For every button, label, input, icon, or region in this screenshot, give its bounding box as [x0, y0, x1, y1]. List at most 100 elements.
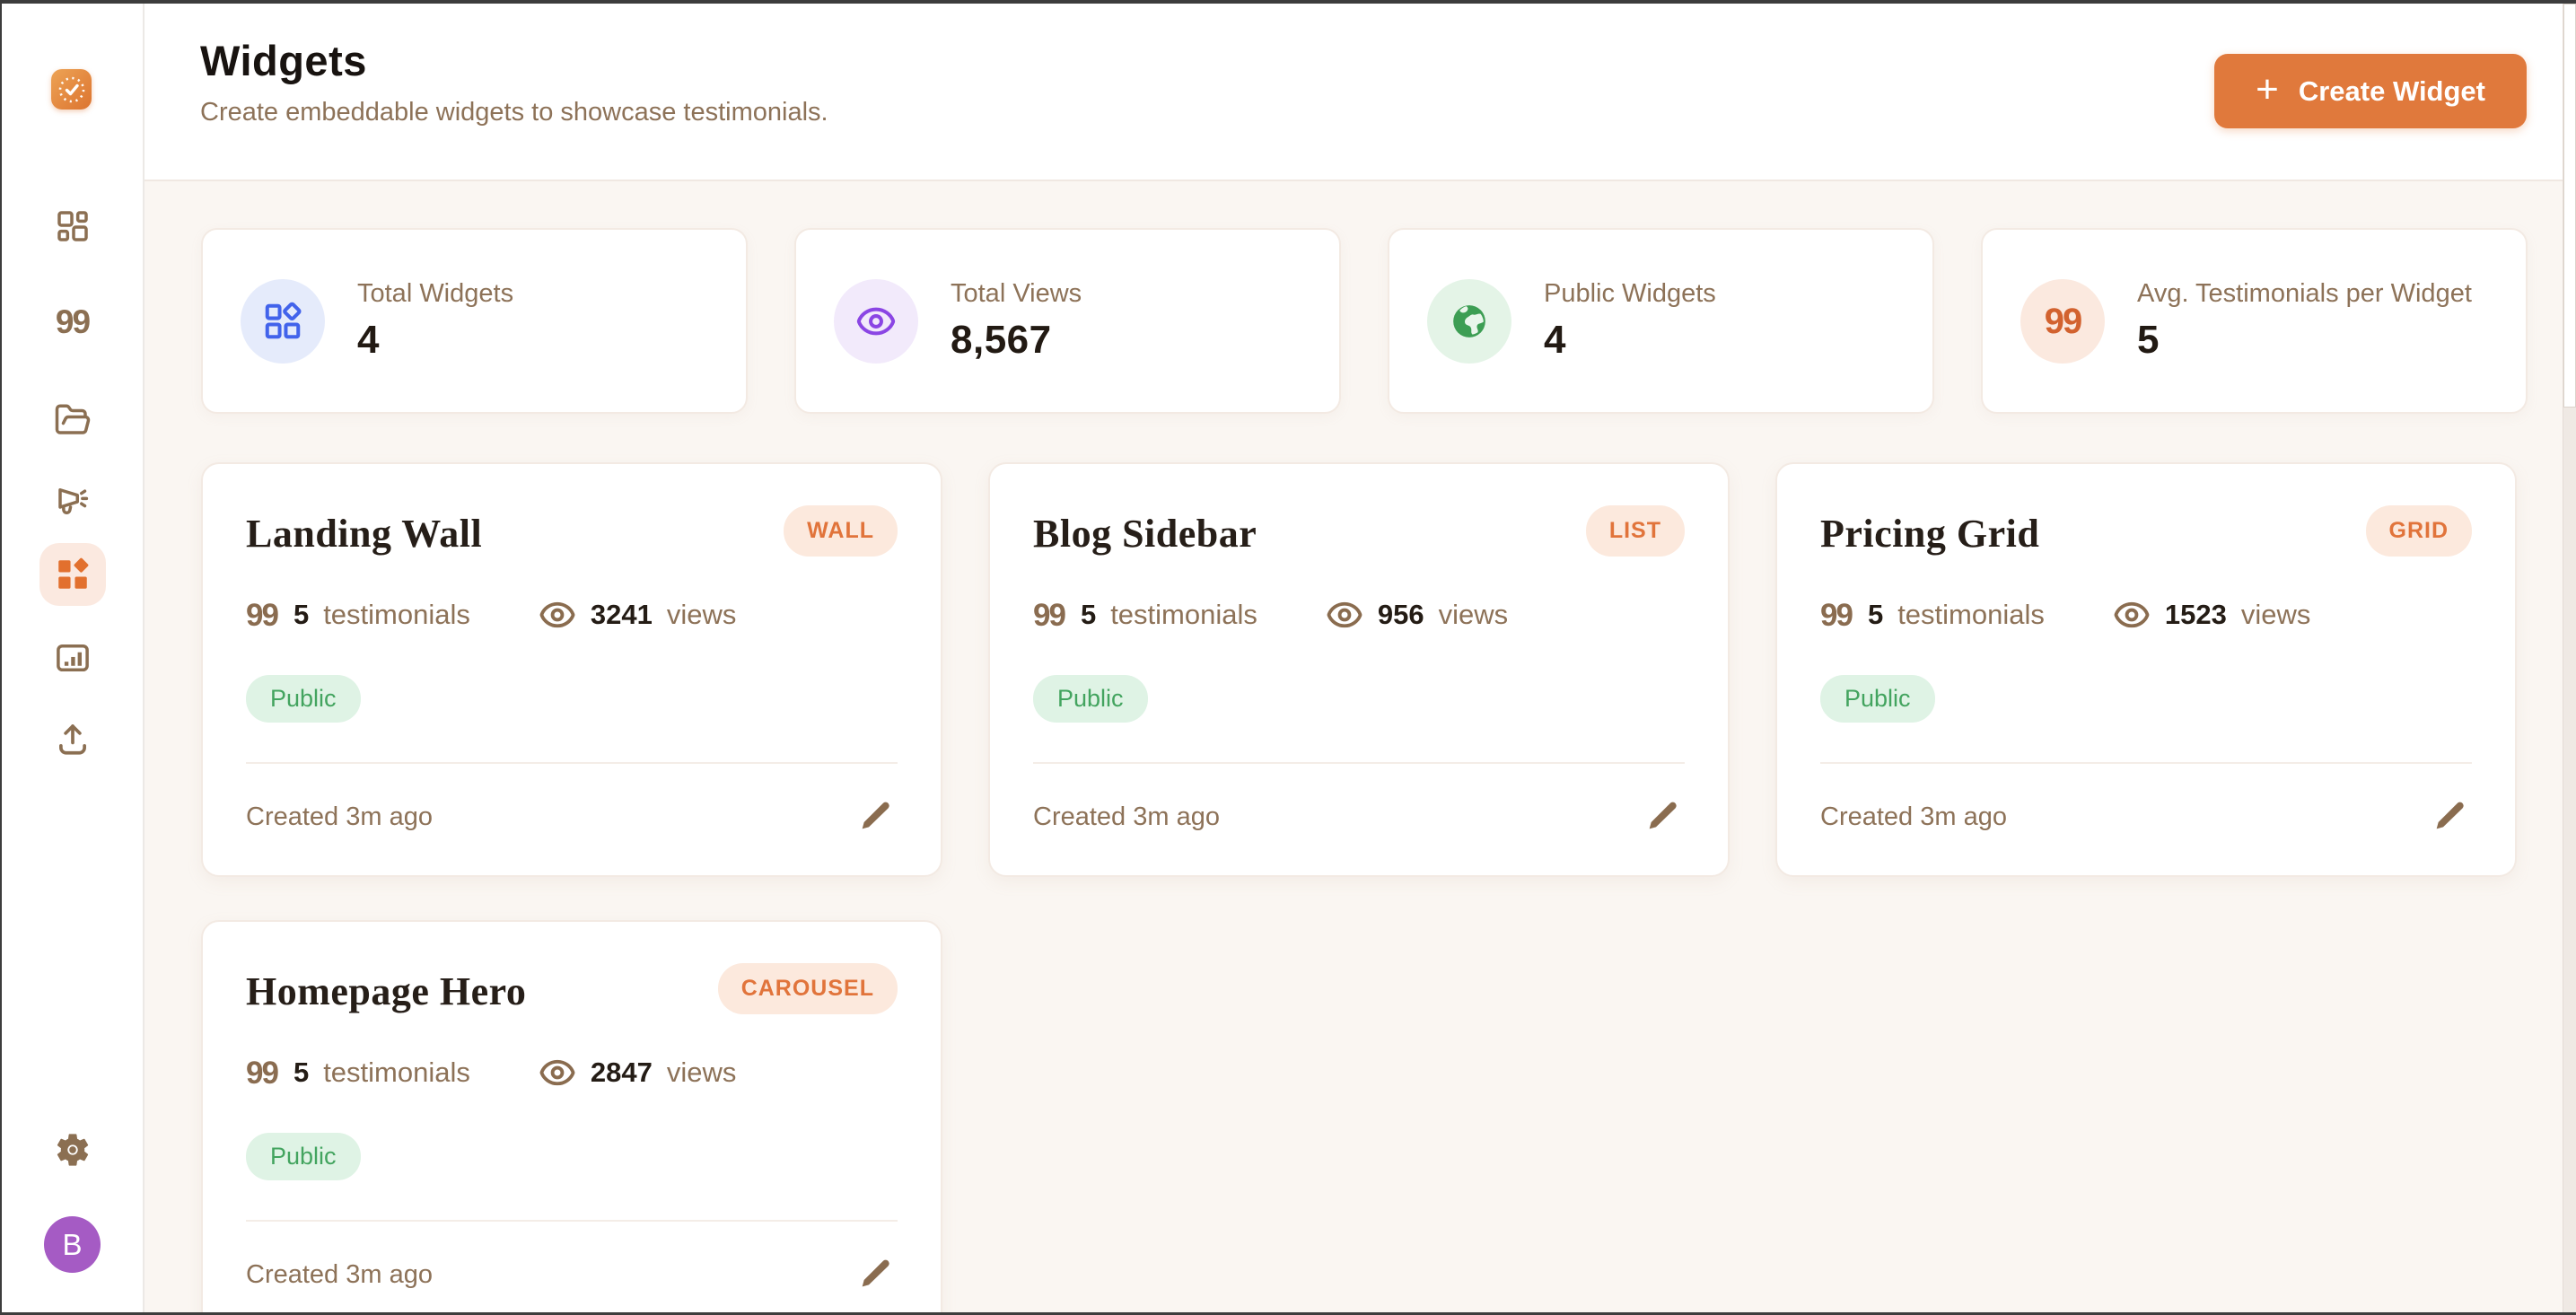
app-logo[interactable] — [51, 69, 92, 110]
views-label: views — [1438, 599, 1509, 630]
divider — [1033, 762, 1685, 764]
scrollbar-thumb[interactable] — [2563, 4, 2576, 408]
sidebar-item-collections[interactable] — [0, 401, 145, 439]
stat-value: 8,567 — [951, 318, 1052, 362]
pencil-icon — [856, 1257, 892, 1293]
stat-label: Avg. Testimonials per Widget — [2137, 279, 2472, 308]
stat-card-avg-testimonials: 99 Avg. Testimonials per Widget 5 — [1981, 228, 2528, 414]
eye-icon — [539, 596, 576, 634]
created-timestamp: Created 3m ago — [246, 802, 433, 831]
eye-icon — [539, 1054, 576, 1091]
stat-value: 5 — [2137, 318, 2160, 362]
stat-label: Total Widgets — [357, 279, 514, 308]
testimonials-count: 5 — [293, 1056, 310, 1088]
eye-icon — [2113, 596, 2151, 634]
page-header: Widgets Create embeddable widgets to sho… — [145, 4, 2576, 181]
pencil-icon — [2431, 799, 2466, 835]
create-widget-button-label: Create Widget — [2298, 75, 2485, 107]
widget-card-homepage-hero[interactable]: Homepage Hero CAROUSEL 99 5 testimonials… — [201, 920, 942, 1312]
quote-icon: 99 — [1033, 597, 1066, 633]
widget-card-landing-wall[interactable]: Landing Wall WALL 99 5 testimonials 3241… — [201, 462, 942, 877]
vertical-scrollbar[interactable] — [2563, 4, 2576, 1312]
edit-widget-button[interactable] — [2425, 793, 2472, 840]
stat-label: Total Views — [951, 279, 1082, 308]
sidebar-item-settings[interactable] — [0, 1130, 145, 1170]
testimonials-label: testimonials — [323, 1056, 470, 1088]
upload-icon — [54, 720, 92, 758]
views-count: 956 — [1377, 599, 1424, 630]
edit-widget-button[interactable] — [1638, 793, 1685, 840]
testimonials-label: testimonials — [1897, 599, 2045, 630]
edit-widget-button[interactable] — [851, 1251, 898, 1298]
sidebar: 99 — [0, 4, 145, 1312]
quote-icon: 99 — [2044, 301, 2082, 341]
stat-label: Public Widgets — [1544, 279, 1716, 308]
widget-card-blog-sidebar[interactable]: Blog Sidebar LIST 99 5 testimonials 956 … — [988, 462, 1730, 877]
views-label: views — [666, 1056, 737, 1088]
megaphone-icon — [54, 482, 92, 520]
widget-grid: Landing Wall WALL 99 5 testimonials 3241… — [201, 462, 2576, 1312]
sidebar-item-analytics[interactable] — [0, 639, 145, 677]
widget-type-badge: WALL — [784, 505, 898, 557]
visibility-badge: Public — [1820, 675, 1935, 723]
visibility-badge: Public — [246, 1133, 361, 1180]
window-frame-top — [0, 0, 2576, 4]
quote-icon: 99 — [1820, 597, 1853, 633]
stat-icon-circle — [834, 278, 918, 364]
quote-icon: 99 — [246, 597, 279, 633]
widget-type-badge: GRID — [2365, 505, 2472, 557]
widget-card-pricing-grid[interactable]: Pricing Grid GRID 99 5 testimonials 1523… — [1775, 462, 2517, 877]
stat-icon-circle — [1427, 278, 1511, 364]
divider — [1820, 762, 2472, 764]
pencil-icon — [1643, 799, 1679, 835]
widgets-outline-icon — [262, 301, 303, 342]
stat-card-total-widgets: Total Widgets 4 — [201, 228, 748, 414]
sidebar-item-widgets-active[interactable] — [39, 543, 106, 606]
testimonials-count: 5 — [1867, 599, 1884, 630]
views-label: views — [2240, 599, 2311, 630]
testimonials-label: testimonials — [323, 599, 470, 630]
create-widget-button[interactable]: + Create Widget — [2214, 54, 2527, 128]
stat-value: 4 — [1544, 318, 1566, 362]
analytics-icon — [54, 639, 92, 677]
sidebar-item-campaigns[interactable] — [0, 482, 145, 520]
widget-title: Landing Wall — [246, 512, 483, 556]
folder-open-icon — [54, 401, 92, 439]
created-timestamp: Created 3m ago — [1820, 802, 2007, 831]
sidebar-item-export[interactable] — [0, 720, 145, 758]
testimonials-count: 5 — [1080, 599, 1097, 630]
widget-type-badge: CAROUSEL — [717, 963, 898, 1014]
stat-card-total-views: Total Views 8,567 — [794, 228, 1341, 414]
pencil-icon — [856, 799, 892, 835]
settings-gear-icon — [53, 1130, 92, 1170]
globe-icon — [1449, 301, 1490, 342]
views-count: 3241 — [590, 599, 653, 630]
testimonials-count: 5 — [293, 599, 310, 630]
sidebar-item-dashboard[interactable] — [0, 208, 145, 244]
stat-icon-circle — [241, 278, 325, 364]
page-title: Widgets — [200, 37, 367, 84]
widget-title: Blog Sidebar — [1033, 512, 1257, 556]
eye-icon — [1326, 596, 1363, 634]
window-frame-left — [0, 0, 2, 1315]
visibility-badge: Public — [246, 675, 361, 723]
quote-icon: 99 — [246, 1055, 279, 1091]
page-subtitle: Create embeddable widgets to showcase te… — [200, 98, 828, 127]
sidebar-item-testimonials[interactable]: 99 — [0, 305, 145, 338]
widget-type-badge: LIST — [1585, 505, 1685, 557]
created-timestamp: Created 3m ago — [246, 1259, 433, 1289]
divider — [246, 762, 898, 764]
widget-title: Pricing Grid — [1820, 512, 2040, 556]
stat-card-public-widgets: Public Widgets 4 — [1388, 228, 1934, 414]
widgets-icon — [54, 556, 92, 593]
edit-widget-button[interactable] — [851, 793, 898, 840]
window-frame-bottom — [0, 1312, 2576, 1315]
eye-icon — [855, 301, 897, 342]
widget-title: Homepage Hero — [246, 969, 527, 1013]
views-label: views — [666, 599, 737, 630]
main-content: Total Widgets 4 Total Views 8,567 — [145, 181, 2576, 1312]
divider — [246, 1220, 898, 1222]
quote-icon: 99 — [55, 303, 91, 340]
visibility-badge: Public — [1033, 675, 1148, 723]
user-avatar[interactable]: B — [44, 1216, 101, 1273]
